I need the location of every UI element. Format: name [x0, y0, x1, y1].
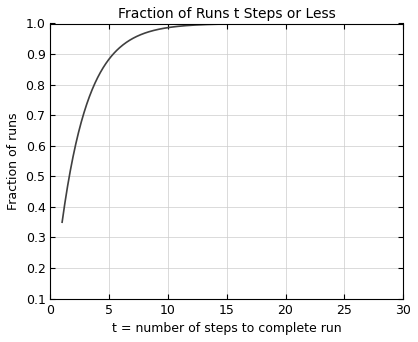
- Y-axis label: Fraction of runs: Fraction of runs: [7, 112, 20, 210]
- X-axis label: t = number of steps to complete run: t = number of steps to complete run: [112, 322, 342, 335]
- Title: Fraction of Runs t Steps or Less: Fraction of Runs t Steps or Less: [118, 7, 336, 21]
